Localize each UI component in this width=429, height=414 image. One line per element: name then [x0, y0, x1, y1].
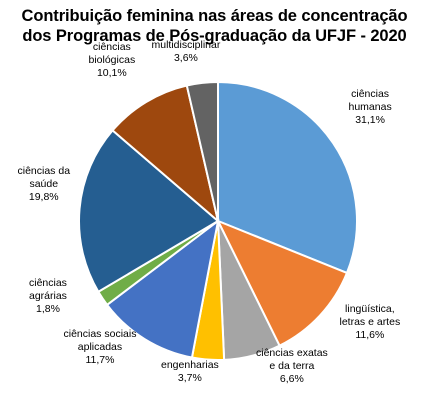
slice-label-exatas: ciências exatas e da terra 6,6%: [256, 347, 328, 386]
slice-label-biologicas-text: ciências: [92, 40, 131, 53]
slice-label-exatas-text: e da terra: [269, 359, 315, 372]
pie-slice-linguistica: [215, 219, 349, 347]
slice-label-multidisciplinar-text: multidisciplinar: [151, 39, 221, 51]
slice-label-humanas: ciências humanas 31,1%: [349, 88, 392, 127]
slice-label-sociais: ciências sociais aplicadas 11,7%: [64, 328, 137, 367]
slice-label-engenharias-text: engenharias: [161, 359, 219, 371]
slice-label-exatas-value: 6,6%: [279, 372, 304, 385]
chart-title-line-2: dos Programas de Pós-graduação da UFJF -…: [22, 27, 407, 45]
slice-label-agrarias: ciências agrárias 1,8%: [29, 277, 67, 316]
slice-label-agrarias-text: ciências: [29, 276, 67, 289]
slice-label-biologicas-value: 10,1%: [96, 66, 127, 79]
slice-label-multidisciplinar-value: 3,6%: [173, 52, 198, 64]
slice-label-sociais-value: 11,7%: [85, 353, 115, 366]
slice-label-humanas-value: 31,1%: [355, 113, 385, 126]
pie-slice-multidisciplinar: [185, 80, 219, 222]
slice-label-sociais-text: aplicadas: [77, 340, 123, 353]
slice-label-engenharias-value: 3,7%: [177, 372, 202, 384]
slice-label-agrarias-text: agrárias: [29, 289, 67, 302]
slice-label-humanas-text: humanas: [348, 100, 392, 113]
pie-slice-biologicas: [111, 84, 220, 224]
slice-label-saude-text: ciências da: [17, 164, 71, 177]
slice-label-saude-text: saúde: [29, 177, 59, 190]
pie-slice-humanas: [217, 80, 358, 275]
chart-title-line-1: Contribuição feminina nas áreas de conce…: [21, 7, 408, 25]
slice-label-biologicas: ciências biológicas 10,1%: [89, 41, 136, 80]
pie-slice-saude: [78, 128, 220, 294]
slice-label-exatas-text: ciências exatas: [256, 346, 328, 359]
slice-label-agrarias-value: 1,8%: [36, 302, 60, 315]
slice-label-saude-value: 19,8%: [28, 190, 59, 203]
slice-label-engenharias: engenharias 3,7%: [161, 359, 219, 385]
slice-label-saude: ciências da saúde 19,8%: [18, 165, 71, 204]
slice-label-linguistica-value: 11,6%: [355, 328, 385, 341]
pie-slice-sociais: [105, 218, 220, 359]
slice-label-humanas-text: ciências: [351, 87, 390, 100]
slice-label-sociais-text: ciências sociais: [63, 327, 137, 340]
slice-label-linguistica: lingüística, letras e artes 11,6%: [340, 303, 401, 342]
slice-label-linguistica-text: letras e artes: [339, 315, 401, 328]
slice-label-linguistica-text: lingüística,: [345, 302, 395, 315]
slice-label-biologicas-text: biológicas: [88, 53, 136, 66]
chart-title: Contribuição feminina nas áreas de conce…: [0, 6, 429, 46]
slice-label-multidisciplinar: multidisciplinar 3,6%: [152, 39, 221, 65]
